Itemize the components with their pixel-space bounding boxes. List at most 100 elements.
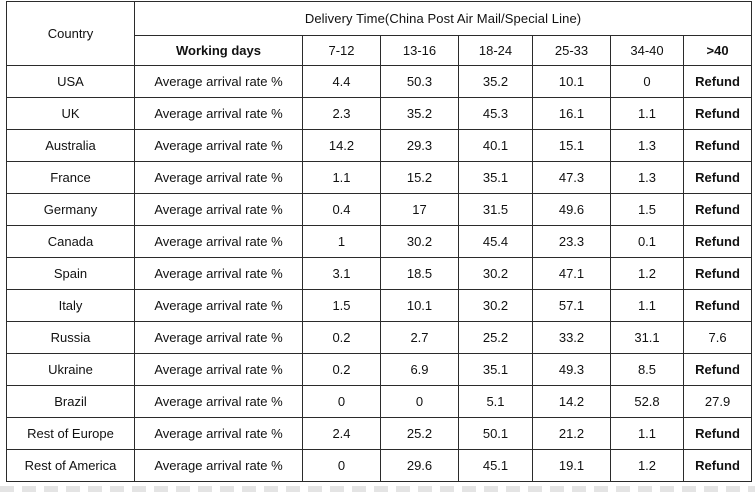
value-cell: 1.1 (610, 289, 684, 322)
value-cell: 15.1 (532, 129, 611, 162)
country-cell: Australia (6, 129, 135, 162)
metric-cell: Average arrival rate % (134, 257, 303, 290)
metric-cell: Average arrival rate % (134, 353, 303, 386)
value-cell: 7.6 (682, 321, 753, 354)
value-cell: 50.1 (458, 417, 533, 450)
value-cell: 18.5 (380, 257, 459, 290)
bucket-header: 18-24 (458, 35, 533, 66)
value-cell: 27.9 (682, 385, 753, 418)
value-cell: 49.3 (532, 353, 611, 386)
table-row: UK Average arrival rate % 2.3 35.2 45.3 16.1 1… (6, 97, 753, 130)
value-cell: Refund (682, 97, 753, 130)
metric-cell: Average arrival rate % (134, 65, 303, 98)
value-cell: 19.1 (532, 449, 611, 482)
value-cell: 45.1 (458, 449, 533, 482)
value-cell: 45.3 (458, 97, 533, 130)
metric-cell: Average arrival rate % (134, 225, 303, 258)
value-cell: 1.3 (610, 161, 684, 194)
value-cell: 6.9 (380, 353, 459, 386)
metric-cell: Average arrival rate % (134, 321, 303, 354)
value-cell: 0 (610, 65, 684, 98)
value-cell: Refund (682, 353, 753, 386)
table-row: Brazil Average arrival rate % 0 0 5.1 14.2 52.… (6, 385, 753, 418)
value-cell: 8.5 (610, 353, 684, 386)
value-cell: 1.3 (610, 129, 684, 162)
value-cell: 35.1 (458, 161, 533, 194)
metric-cell: Average arrival rate % (134, 161, 303, 194)
value-cell: Refund (682, 161, 753, 194)
country-cell: Spain (6, 257, 135, 290)
value-cell: 35.1 (458, 353, 533, 386)
table-row: France Average arrival rate % 1.1 15.2 35.1 4… (6, 161, 753, 194)
value-cell: 50.3 (380, 65, 459, 98)
value-cell: 23.3 (532, 225, 611, 258)
value-cell: 29.3 (380, 129, 459, 162)
table-row: Germany Average arrival rate % 0.4 17 31.5 49… (6, 193, 753, 226)
country-cell: Brazil (6, 385, 135, 418)
metric-cell: Average arrival rate % (134, 129, 303, 162)
value-cell: 2.3 (302, 97, 381, 130)
bucket-header: 34-40 (610, 35, 684, 66)
value-cell: 1.1 (610, 417, 684, 450)
value-cell: 35.2 (458, 65, 533, 98)
value-cell: Refund (682, 193, 753, 226)
value-cell: 3.1 (302, 257, 381, 290)
value-cell: 14.2 (302, 129, 381, 162)
bucket-header: 13-16 (380, 35, 459, 66)
country-cell: Rest of America (6, 449, 135, 482)
bucket-header: 25-33 (532, 35, 611, 66)
value-cell: 45.4 (458, 225, 533, 258)
value-cell: 57.1 (532, 289, 611, 322)
value-cell: Refund (682, 289, 753, 322)
bucket-header: 7-12 (302, 35, 381, 66)
table-row: Italy Average arrival rate % 1.5 10.1 30.2 57… (6, 289, 753, 322)
value-cell: Refund (682, 129, 753, 162)
table-row: Ukraine Average arrival rate % 0.2 6.9 35.1 4… (6, 353, 753, 386)
country-cell: Russia (6, 321, 135, 354)
value-cell: 2.4 (302, 417, 381, 450)
value-cell: 0 (380, 385, 459, 418)
value-cell: 0.4 (302, 193, 381, 226)
value-cell: 30.2 (380, 225, 459, 258)
value-cell: 1.1 (610, 97, 684, 130)
value-cell: 40.1 (458, 129, 533, 162)
value-cell: 5.1 (458, 385, 533, 418)
bucket-header: >40 (682, 35, 753, 66)
country-cell: UK (6, 97, 135, 130)
value-cell: 16.1 (532, 97, 611, 130)
value-cell: 52.8 (610, 385, 684, 418)
country-cell: Canada (6, 225, 135, 258)
metric-cell: Average arrival rate % (134, 449, 303, 482)
value-cell: 30.2 (458, 257, 533, 290)
value-cell: 1.5 (610, 193, 684, 226)
value-cell: 31.5 (458, 193, 533, 226)
table-row: Canada Average arrival rate % 1 30.2 45.4 23.… (6, 225, 753, 258)
metric-cell: Average arrival rate % (134, 385, 303, 418)
value-cell: 0 (302, 385, 381, 418)
country-cell: Ukraine (6, 353, 135, 386)
value-cell: 0.2 (302, 353, 381, 386)
country-cell: France (6, 161, 135, 194)
value-cell: 14.2 (532, 385, 611, 418)
table-row: Spain Average arrival rate % 3.1 18.5 30.2 47… (6, 257, 753, 290)
country-cell: Italy (6, 289, 135, 322)
metric-cell: Average arrival rate % (134, 193, 303, 226)
country-cell: Rest of Europe (6, 417, 135, 450)
value-cell: Refund (682, 449, 753, 482)
table-title: Delivery Time(China Post Air Mail/Specia… (133, 1, 753, 36)
value-cell: 25.2 (380, 417, 459, 450)
country-cell: USA (6, 65, 135, 98)
value-cell: 1.2 (610, 257, 684, 290)
value-cell: 4.4 (302, 65, 381, 98)
table-row: USA Average arrival rate % 4.4 50.3 35.2 10.1… (6, 65, 753, 98)
value-cell: Refund (682, 417, 753, 450)
value-cell: 29.6 (380, 449, 459, 482)
value-cell: 15.2 (380, 161, 459, 194)
value-cell: 33.2 (532, 321, 611, 354)
value-cell: 10.1 (380, 289, 459, 322)
value-cell: 1.2 (610, 449, 684, 482)
value-cell: 0.1 (610, 225, 684, 258)
cropped-next-row-edge (0, 486, 755, 492)
metric-cell: Average arrival rate % (134, 97, 303, 130)
